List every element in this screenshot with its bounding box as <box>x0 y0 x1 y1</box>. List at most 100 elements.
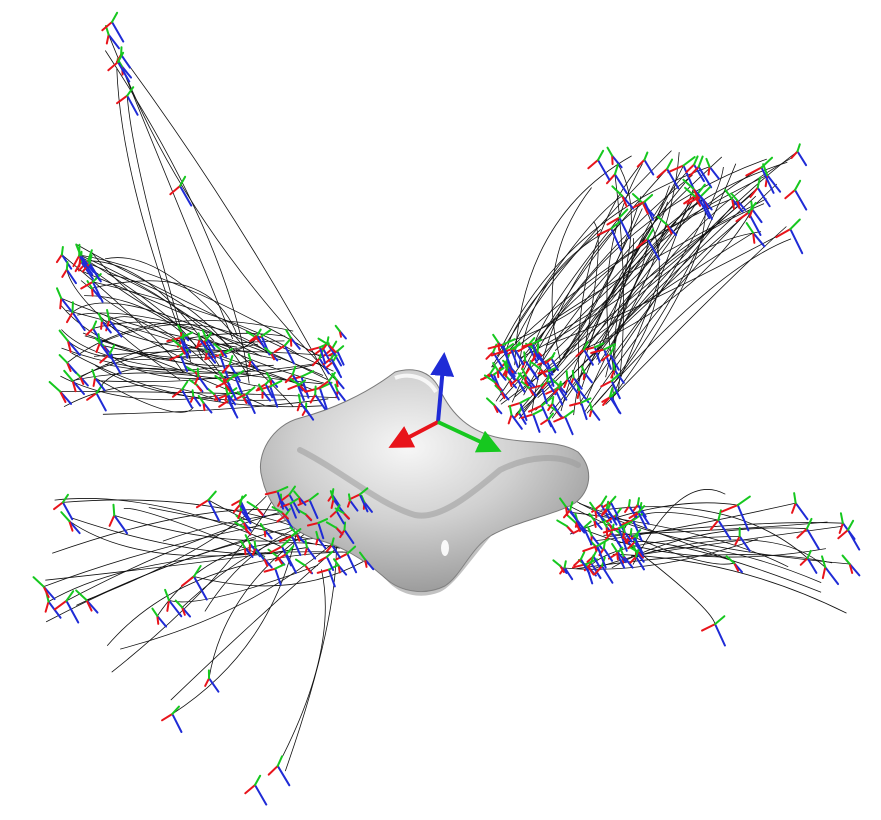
trajectory-curve <box>515 231 648 415</box>
trajectory-curve <box>512 198 767 351</box>
axis-segment <box>604 531 613 541</box>
gripper-pose-frame <box>346 493 359 512</box>
axis-segment <box>796 527 808 539</box>
axis-segment <box>88 262 101 281</box>
gripper-pose-frame <box>221 355 241 382</box>
axis-segment <box>95 342 101 353</box>
axis-segment <box>66 339 81 356</box>
axis-segment <box>316 568 330 574</box>
axis-segment <box>100 320 112 334</box>
trajectory-curve <box>497 166 710 357</box>
axis-segment <box>528 386 535 396</box>
axis-segment <box>551 402 562 417</box>
axis-segment <box>196 338 201 347</box>
axis-segment <box>264 347 273 355</box>
axis-segment <box>564 409 575 418</box>
gripper-pose-frame <box>316 563 340 588</box>
trajectory-curve <box>61 254 184 374</box>
axis-segment <box>234 375 243 394</box>
axis-segment <box>349 499 359 512</box>
axis-segment <box>61 268 68 278</box>
axis-segment <box>550 357 559 371</box>
axis-segment <box>330 537 335 547</box>
axis-segment <box>61 501 74 521</box>
gripper-pose-frame <box>573 551 591 575</box>
axis-segment <box>346 545 357 555</box>
axis-segment <box>563 509 572 519</box>
gripper-pose-frame <box>601 345 620 371</box>
trajectory-curve <box>495 174 693 402</box>
trajectory-curve <box>71 352 322 408</box>
axis-segment <box>503 362 509 372</box>
axis-segment <box>756 176 761 189</box>
axis-segment <box>337 564 341 574</box>
axis-segment <box>633 535 644 555</box>
axis-segment <box>164 588 170 602</box>
axis-segment <box>752 231 766 248</box>
axis-segment <box>531 338 543 345</box>
axis-segment <box>334 383 339 392</box>
axis-segment <box>524 374 536 388</box>
axis-segment <box>243 526 252 536</box>
trajectory-curve <box>91 280 238 337</box>
axis-segment <box>735 211 750 223</box>
trajectory-curve <box>126 95 192 362</box>
gripper-pose-frame <box>315 530 327 549</box>
axis-segment <box>643 200 654 221</box>
axis-segment <box>284 373 294 384</box>
axis-segment <box>610 368 616 379</box>
axis-segment <box>545 359 554 376</box>
axis-segment <box>717 519 732 540</box>
axis-segment <box>278 493 291 503</box>
axis-segment <box>53 599 68 611</box>
gripper-pose-frame <box>95 333 112 359</box>
axis-segment <box>44 600 50 613</box>
axis-segment <box>276 486 289 493</box>
axis-segment <box>588 512 596 522</box>
axis-segment <box>191 389 195 398</box>
axis-segment <box>636 237 649 249</box>
axis-segment <box>239 540 246 549</box>
trajectory-curve <box>514 201 668 398</box>
trajectory-curve <box>636 547 822 583</box>
axis-segment <box>493 381 502 391</box>
axis-segment <box>611 542 618 553</box>
axis-segment <box>198 338 209 351</box>
gripper-pose-frame <box>619 512 644 542</box>
trajectory-curve <box>116 68 191 359</box>
gripper-pose-frame <box>60 511 81 535</box>
axis-segment <box>637 505 646 514</box>
axis-segment <box>299 401 311 417</box>
axis-segment <box>234 370 245 378</box>
axis-segment <box>591 503 603 513</box>
axis-segment <box>207 499 220 522</box>
axis-segment <box>627 540 636 550</box>
axis-segment <box>536 343 540 354</box>
gripper-pose-frame <box>101 11 125 43</box>
axis-segment <box>492 403 499 413</box>
axis-segment <box>603 343 617 351</box>
axis-segment <box>789 228 804 255</box>
axis-segment <box>289 498 299 505</box>
axis-segment <box>358 487 369 496</box>
axis-segment <box>267 548 278 558</box>
axis-segment <box>166 336 182 343</box>
axis-segment <box>326 336 330 345</box>
axis-segment <box>65 260 69 271</box>
trajectory-curve <box>78 255 203 361</box>
axis-segment <box>100 320 103 330</box>
axis-segment <box>263 528 267 538</box>
axis-segment <box>590 348 606 354</box>
trajectory-curve <box>506 229 602 349</box>
axis-segment <box>589 501 597 511</box>
gripper-pose-frame <box>589 501 605 521</box>
axis-segment <box>242 396 248 404</box>
axis-segment <box>572 376 583 390</box>
axis-segment <box>579 558 591 575</box>
trajectory-curve <box>581 203 765 388</box>
axis-segment <box>605 507 616 522</box>
axis-segment <box>325 544 333 553</box>
trajectory-curve <box>102 398 329 415</box>
axis-segment <box>569 401 583 407</box>
gripper-pose-frame <box>258 383 272 402</box>
